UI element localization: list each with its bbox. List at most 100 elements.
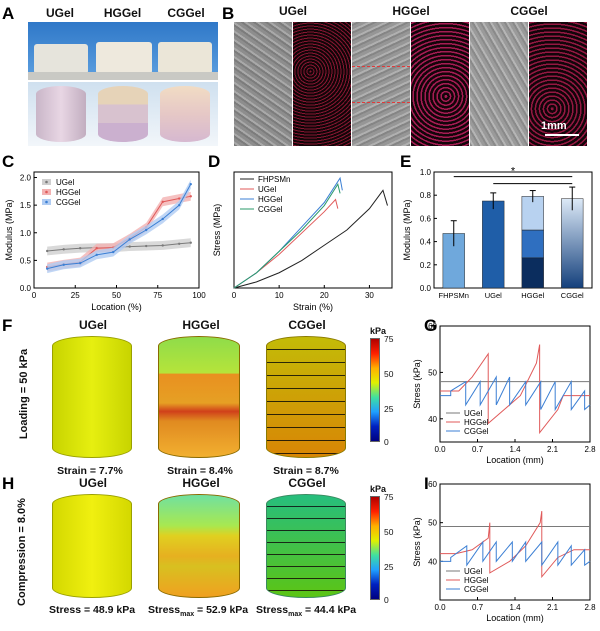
panel-f-cb-tick-0: 0 xyxy=(384,437,389,447)
i-line-hggel xyxy=(440,510,590,579)
fea-f-hggel xyxy=(158,336,240,458)
c-legend-label: CGGel xyxy=(56,198,81,207)
g-legend-label: UGel xyxy=(464,409,482,418)
c-point xyxy=(145,244,148,248)
c-legend-label: UGel xyxy=(56,178,74,187)
g-line-cggel xyxy=(440,375,591,412)
c-line-cggel xyxy=(47,183,192,270)
panel-h-title-hggel: HGGel xyxy=(182,476,220,490)
e-ytick-label: 0.0 xyxy=(420,284,432,293)
g-ytick-label: 40 xyxy=(428,415,437,424)
panel-b-title-ugel: UGel xyxy=(278,4,307,18)
e-bar-ugel xyxy=(482,200,505,289)
c-ytick-label: 1.5 xyxy=(20,201,32,210)
c-xtick-label: 0 xyxy=(32,291,37,300)
c-point xyxy=(189,195,192,198)
panel-f-colorbar xyxy=(370,338,380,442)
panel-h-caption-cggel-sub: max xyxy=(288,611,303,619)
panel-label-i: I xyxy=(424,474,429,493)
d-xlabel: Strain (%) xyxy=(293,302,333,312)
panel-f-side-label: Loading = 50 kPa xyxy=(18,348,30,440)
hggel-render xyxy=(98,86,148,142)
g-xtick-label: 2.8 xyxy=(584,445,596,454)
panel-a-photo-top xyxy=(28,22,218,80)
ugel-render xyxy=(36,86,86,142)
panel-h-title-ugel: UGel xyxy=(78,476,107,490)
i-line-cggel xyxy=(440,540,591,567)
panel-a-title-cggel: CGGel xyxy=(167,6,205,20)
sem-cggel-fluorescence: 1mm xyxy=(529,22,587,146)
d-xtick-label: 20 xyxy=(320,291,329,300)
fea-f-cggel xyxy=(266,336,346,458)
c-ytick-label: 1.0 xyxy=(20,229,32,238)
fea-h-ugel xyxy=(52,494,132,598)
panel-label-e: E xyxy=(400,152,412,171)
panel-b-title-cggel: CGGel xyxy=(510,4,548,18)
sem-ugel-gray xyxy=(234,22,292,146)
panel-label-f: F xyxy=(2,316,13,335)
panel-h-side-label: Compression = 8.0% xyxy=(16,498,28,606)
panel-f-cb-tick-25: 25 xyxy=(384,404,394,414)
panel-h-colorbar xyxy=(370,496,380,600)
e-category-label: HGGel xyxy=(521,291,544,300)
panel-h-caption-cggel: Stressmax = 44.4 kPa xyxy=(256,604,362,618)
panel-f-cb-tick-50: 50 xyxy=(384,369,394,379)
panel-h-cb-tick-75: 75 xyxy=(384,492,394,502)
d-xtick-label: 10 xyxy=(275,291,284,300)
d-legend-label: HGGel xyxy=(258,195,283,204)
c-band-hggel xyxy=(47,191,191,272)
e-sig-star: * xyxy=(511,166,516,178)
c-point xyxy=(62,248,65,251)
d-line-fhpsmn xyxy=(233,189,388,289)
c-point xyxy=(161,217,164,221)
i-ytick-label: 40 xyxy=(428,557,437,566)
chart-d: 0 10 20 30 Strain (%) Stress (MPa) FHPSMnUGelH… xyxy=(212,171,393,312)
panel-f-title-ugel: UGel xyxy=(78,318,107,332)
c-point xyxy=(128,238,131,241)
c-point xyxy=(145,228,148,232)
c-xtick-label: 75 xyxy=(153,291,162,300)
d-legend-label: FHPSMn xyxy=(258,175,290,184)
c-point xyxy=(46,249,49,253)
e-bar-hggel-seg xyxy=(521,257,544,289)
e-category-label: FHPSMn xyxy=(439,291,469,300)
hggel-sample-photo xyxy=(96,42,152,74)
panel-label-g: G xyxy=(424,316,438,335)
scale-bar-label: 1mm xyxy=(541,120,567,132)
c-xtick-label: 100 xyxy=(192,291,206,300)
panel-a-photo-bottom xyxy=(28,82,218,146)
d-legend-label: CGGel xyxy=(258,205,283,214)
c-ytick-label: 2.0 xyxy=(20,174,32,183)
sem-cggel-gray xyxy=(470,22,528,146)
e-category-label: CGGel xyxy=(561,291,584,300)
panel-h-cb-tick-0: 0 xyxy=(384,595,389,605)
e-ytick-label: 0.2 xyxy=(420,261,432,270)
e-ytick-label: 0.8 xyxy=(420,191,432,200)
e-ytick-label: 0.6 xyxy=(420,214,432,223)
c-point xyxy=(178,197,181,200)
c-point xyxy=(46,267,49,270)
c-point xyxy=(95,253,98,257)
c-point xyxy=(112,250,115,254)
panel-label-d: D xyxy=(208,152,221,171)
d-xtick-label: 0 xyxy=(232,291,237,300)
sem-ugel-fluorescence xyxy=(293,22,351,146)
g-legend-label: HGGel xyxy=(464,418,489,427)
c-point xyxy=(79,261,82,265)
panel-label-h: H xyxy=(2,474,15,493)
panel-label-b: B xyxy=(222,4,235,23)
panel-h-caption-cggel-value: = 44.4 kPa xyxy=(305,604,357,616)
panel-h-caption-hggel-sub: max xyxy=(180,611,195,619)
e-frame xyxy=(433,171,593,289)
i-xtick-label: 1.4 xyxy=(509,603,521,612)
c-point xyxy=(128,245,131,248)
c-xlabel: Location (%) xyxy=(91,302,142,312)
i-xtick-label: 0.0 xyxy=(434,603,446,612)
panel-a-title-ugel: UGel xyxy=(45,6,74,20)
g-ytick-label: 50 xyxy=(428,368,437,377)
i-ytick-label: 50 xyxy=(428,519,437,528)
g-ytick-label: 60 xyxy=(428,322,437,331)
panel-f-caption-hggel: Strain = 8.4% xyxy=(167,465,233,477)
panel-h-caption-hggel-value: = 52.9 kPa xyxy=(197,604,249,616)
c-xtick-label: 50 xyxy=(112,291,121,300)
